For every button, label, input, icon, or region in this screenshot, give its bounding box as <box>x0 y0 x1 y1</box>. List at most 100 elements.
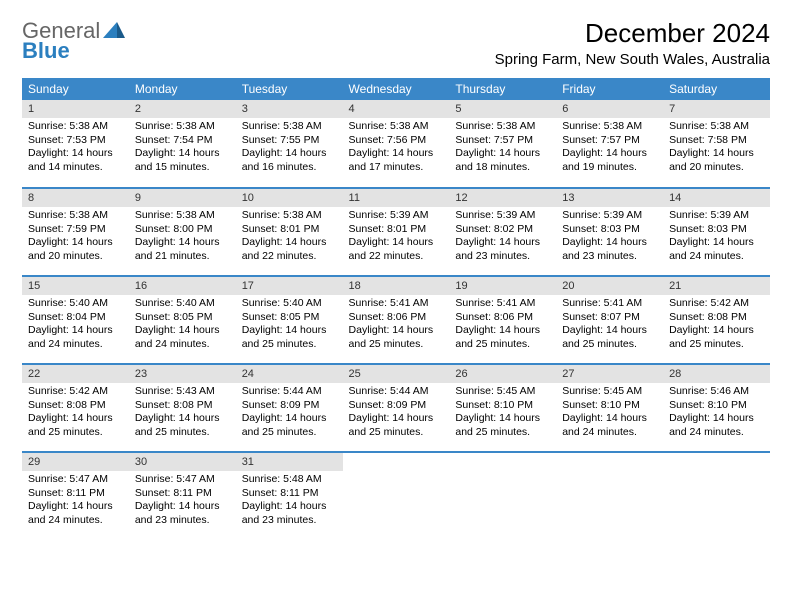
day-number: 24 <box>236 365 343 383</box>
day-number: 11 <box>343 189 450 207</box>
calendar-cell: 5 Sunrise: 5:38 AM Sunset: 7:57 PM Dayli… <box>449 100 556 188</box>
day-number: 14 <box>663 189 770 207</box>
day-number: 19 <box>449 277 556 295</box>
weekday-header: Wednesday <box>343 78 450 100</box>
calendar-cell: 7 Sunrise: 5:38 AM Sunset: 7:58 PM Dayli… <box>663 100 770 188</box>
calendar-cell: 13 Sunrise: 5:39 AM Sunset: 8:03 PM Dayl… <box>556 188 663 276</box>
logo-triangle-icon <box>103 18 125 44</box>
day-number: 7 <box>663 100 770 118</box>
calendar-grid: Sunday Monday Tuesday Wednesday Thursday… <box>22 78 770 540</box>
day-details: Sunrise: 5:41 AM Sunset: 8:06 PM Dayligh… <box>449 295 556 356</box>
day-details: Sunrise: 5:39 AM Sunset: 8:01 PM Dayligh… <box>343 207 450 268</box>
day-number: 12 <box>449 189 556 207</box>
day-number: 4 <box>343 100 450 118</box>
day-number: 20 <box>556 277 663 295</box>
day-details: Sunrise: 5:48 AM Sunset: 8:11 PM Dayligh… <box>236 471 343 532</box>
weekday-header: Sunday <box>22 78 129 100</box>
calendar-row: 29 Sunrise: 5:47 AM Sunset: 8:11 PM Dayl… <box>22 452 770 540</box>
day-number: 26 <box>449 365 556 383</box>
calendar-cell: 18 Sunrise: 5:41 AM Sunset: 8:06 PM Dayl… <box>343 276 450 364</box>
calendar-cell-empty <box>449 452 556 540</box>
weekday-header: Monday <box>129 78 236 100</box>
day-number: 31 <box>236 453 343 471</box>
calendar-cell: 3 Sunrise: 5:38 AM Sunset: 7:55 PM Dayli… <box>236 100 343 188</box>
calendar-cell: 25 Sunrise: 5:44 AM Sunset: 8:09 PM Dayl… <box>343 364 450 452</box>
day-number: 8 <box>22 189 129 207</box>
day-details: Sunrise: 5:38 AM Sunset: 8:01 PM Dayligh… <box>236 207 343 268</box>
day-number: 2 <box>129 100 236 118</box>
calendar-cell: 22 Sunrise: 5:42 AM Sunset: 8:08 PM Dayl… <box>22 364 129 452</box>
day-number: 13 <box>556 189 663 207</box>
header: General December 2024 Spring Farm, New S… <box>22 18 770 74</box>
day-details: Sunrise: 5:38 AM Sunset: 7:59 PM Dayligh… <box>22 207 129 268</box>
day-details: Sunrise: 5:38 AM Sunset: 7:58 PM Dayligh… <box>663 118 770 179</box>
day-details: Sunrise: 5:38 AM Sunset: 7:57 PM Dayligh… <box>556 118 663 179</box>
day-number: 25 <box>343 365 450 383</box>
calendar-row: 22 Sunrise: 5:42 AM Sunset: 8:08 PM Dayl… <box>22 364 770 452</box>
calendar-cell: 19 Sunrise: 5:41 AM Sunset: 8:06 PM Dayl… <box>449 276 556 364</box>
day-details: Sunrise: 5:44 AM Sunset: 8:09 PM Dayligh… <box>343 383 450 444</box>
day-details: Sunrise: 5:39 AM Sunset: 8:03 PM Dayligh… <box>556 207 663 268</box>
day-details: Sunrise: 5:38 AM Sunset: 7:57 PM Dayligh… <box>449 118 556 179</box>
day-details: Sunrise: 5:38 AM Sunset: 7:54 PM Dayligh… <box>129 118 236 179</box>
day-details: Sunrise: 5:39 AM Sunset: 8:03 PM Dayligh… <box>663 207 770 268</box>
day-details: Sunrise: 5:45 AM Sunset: 8:10 PM Dayligh… <box>449 383 556 444</box>
month-title: December 2024 <box>495 18 770 49</box>
calendar-row: 8 Sunrise: 5:38 AM Sunset: 7:59 PM Dayli… <box>22 188 770 276</box>
day-number: 1 <box>22 100 129 118</box>
calendar-cell: 17 Sunrise: 5:40 AM Sunset: 8:05 PM Dayl… <box>236 276 343 364</box>
day-details: Sunrise: 5:38 AM Sunset: 7:55 PM Dayligh… <box>236 118 343 179</box>
weekday-header: Tuesday <box>236 78 343 100</box>
day-details: Sunrise: 5:43 AM Sunset: 8:08 PM Dayligh… <box>129 383 236 444</box>
day-number: 17 <box>236 277 343 295</box>
day-number: 27 <box>556 365 663 383</box>
day-number: 29 <box>22 453 129 471</box>
day-details: Sunrise: 5:41 AM Sunset: 8:06 PM Dayligh… <box>343 295 450 356</box>
day-number: 21 <box>663 277 770 295</box>
location: Spring Farm, New South Wales, Australia <box>495 51 770 68</box>
calendar-cell: 6 Sunrise: 5:38 AM Sunset: 7:57 PM Dayli… <box>556 100 663 188</box>
calendar-cell: 28 Sunrise: 5:46 AM Sunset: 8:10 PM Dayl… <box>663 364 770 452</box>
calendar-cell: 24 Sunrise: 5:44 AM Sunset: 8:09 PM Dayl… <box>236 364 343 452</box>
title-block: December 2024 Spring Farm, New South Wal… <box>495 18 770 74</box>
calendar-cell: 15 Sunrise: 5:40 AM Sunset: 8:04 PM Dayl… <box>22 276 129 364</box>
logo-text-blue: Blue <box>22 38 70 63</box>
calendar-cell: 20 Sunrise: 5:41 AM Sunset: 8:07 PM Dayl… <box>556 276 663 364</box>
day-details: Sunrise: 5:40 AM Sunset: 8:04 PM Dayligh… <box>22 295 129 356</box>
calendar-cell: 21 Sunrise: 5:42 AM Sunset: 8:08 PM Dayl… <box>663 276 770 364</box>
calendar-cell: 10 Sunrise: 5:38 AM Sunset: 8:01 PM Dayl… <box>236 188 343 276</box>
day-details: Sunrise: 5:38 AM Sunset: 8:00 PM Dayligh… <box>129 207 236 268</box>
day-number: 10 <box>236 189 343 207</box>
day-details: Sunrise: 5:38 AM Sunset: 7:56 PM Dayligh… <box>343 118 450 179</box>
day-number: 6 <box>556 100 663 118</box>
calendar-cell: 9 Sunrise: 5:38 AM Sunset: 8:00 PM Dayli… <box>129 188 236 276</box>
weekday-header-row: Sunday Monday Tuesday Wednesday Thursday… <box>22 78 770 100</box>
day-details: Sunrise: 5:46 AM Sunset: 8:10 PM Dayligh… <box>663 383 770 444</box>
day-number: 9 <box>129 189 236 207</box>
weekday-header: Thursday <box>449 78 556 100</box>
day-number: 23 <box>129 365 236 383</box>
calendar-cell: 27 Sunrise: 5:45 AM Sunset: 8:10 PM Dayl… <box>556 364 663 452</box>
day-details: Sunrise: 5:47 AM Sunset: 8:11 PM Dayligh… <box>22 471 129 532</box>
day-details: Sunrise: 5:40 AM Sunset: 8:05 PM Dayligh… <box>129 295 236 356</box>
weekday-header: Saturday <box>663 78 770 100</box>
calendar-cell: 26 Sunrise: 5:45 AM Sunset: 8:10 PM Dayl… <box>449 364 556 452</box>
day-number: 22 <box>22 365 129 383</box>
day-number: 28 <box>663 365 770 383</box>
day-number: 15 <box>22 277 129 295</box>
calendar-cell: 12 Sunrise: 5:39 AM Sunset: 8:02 PM Dayl… <box>449 188 556 276</box>
calendar-cell-empty <box>556 452 663 540</box>
calendar-cell: 14 Sunrise: 5:39 AM Sunset: 8:03 PM Dayl… <box>663 188 770 276</box>
weekday-header: Friday <box>556 78 663 100</box>
day-details: Sunrise: 5:47 AM Sunset: 8:11 PM Dayligh… <box>129 471 236 532</box>
day-details: Sunrise: 5:38 AM Sunset: 7:53 PM Dayligh… <box>22 118 129 179</box>
calendar-cell: 11 Sunrise: 5:39 AM Sunset: 8:01 PM Dayl… <box>343 188 450 276</box>
calendar-cell: 23 Sunrise: 5:43 AM Sunset: 8:08 PM Dayl… <box>129 364 236 452</box>
calendar-cell: 31 Sunrise: 5:48 AM Sunset: 8:11 PM Dayl… <box>236 452 343 540</box>
day-number: 16 <box>129 277 236 295</box>
calendar-row: 1 Sunrise: 5:38 AM Sunset: 7:53 PM Dayli… <box>22 100 770 188</box>
calendar-cell: 8 Sunrise: 5:38 AM Sunset: 7:59 PM Dayli… <box>22 188 129 276</box>
day-details: Sunrise: 5:40 AM Sunset: 8:05 PM Dayligh… <box>236 295 343 356</box>
calendar-cell: 2 Sunrise: 5:38 AM Sunset: 7:54 PM Dayli… <box>129 100 236 188</box>
calendar-cell: 29 Sunrise: 5:47 AM Sunset: 8:11 PM Dayl… <box>22 452 129 540</box>
